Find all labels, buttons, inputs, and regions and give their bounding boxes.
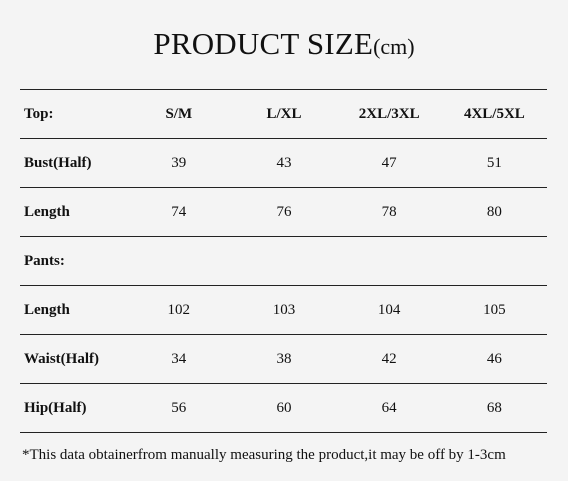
table-cell: 51 [441, 138, 547, 188]
table-cell: 74 [126, 187, 232, 237]
table-cell: 34 [126, 334, 232, 384]
table-cell: 78 [336, 187, 442, 237]
size-table: Top: S/M L/XL 2XL/3XL 4XL/5XL Bust(Half)… [20, 89, 547, 433]
title-main: PRODUCT SIZE [153, 26, 374, 61]
row-label: Waist(Half) [20, 334, 127, 384]
table-cell: 39 [126, 138, 232, 188]
table-header-row: Top: S/M L/XL 2XL/3XL 4XL/5XL [20, 89, 547, 139]
table-cell: 103 [231, 285, 337, 335]
row-label: Length [20, 285, 127, 335]
table-cell: 68 [441, 383, 547, 433]
title-unit: (cm) [373, 34, 415, 59]
row-label: Length [20, 187, 127, 237]
table-row: Bust(Half) 39 43 47 51 [20, 138, 547, 188]
table-cell: 102 [126, 285, 232, 335]
table-row: Pants: [20, 236, 547, 286]
table-cell: 56 [126, 383, 232, 433]
header-cell-size: S/M [126, 89, 232, 139]
table-cell: 64 [336, 383, 442, 433]
table-row: Length 74 76 78 80 [20, 187, 547, 237]
table-cell: 76 [231, 187, 337, 237]
table-cell: 80 [441, 187, 547, 237]
table-cell: 42 [336, 334, 442, 384]
table-cell: 47 [336, 138, 442, 188]
measurement-note: *This data obtainerfrom manually measuri… [22, 447, 506, 463]
row-label: Hip(Half) [20, 383, 127, 433]
table-cell [336, 236, 442, 286]
table-cell: 46 [441, 334, 547, 384]
table-cell: 38 [231, 334, 337, 384]
row-label: Pants: [20, 236, 127, 286]
table-cell: 105 [441, 285, 547, 335]
page-title: PRODUCT SIZE(cm) [0, 26, 568, 62]
table-cell [231, 236, 337, 286]
row-label: Bust(Half) [20, 138, 127, 188]
header-cell-size: 2XL/3XL [336, 89, 442, 139]
header-cell-size: L/XL [231, 89, 337, 139]
header-cell-section: Top: [20, 89, 127, 139]
header-cell-size: 4XL/5XL [441, 89, 547, 139]
table-cell [126, 236, 232, 286]
table-row: Hip(Half) 56 60 64 68 [20, 383, 547, 433]
table-cell: 60 [231, 383, 337, 433]
table-cell: 104 [336, 285, 442, 335]
table-cell: 43 [231, 138, 337, 188]
table-row: Length 102 103 104 105 [20, 285, 547, 335]
table-row: Waist(Half) 34 38 42 46 [20, 334, 547, 384]
table-cell [441, 236, 547, 286]
